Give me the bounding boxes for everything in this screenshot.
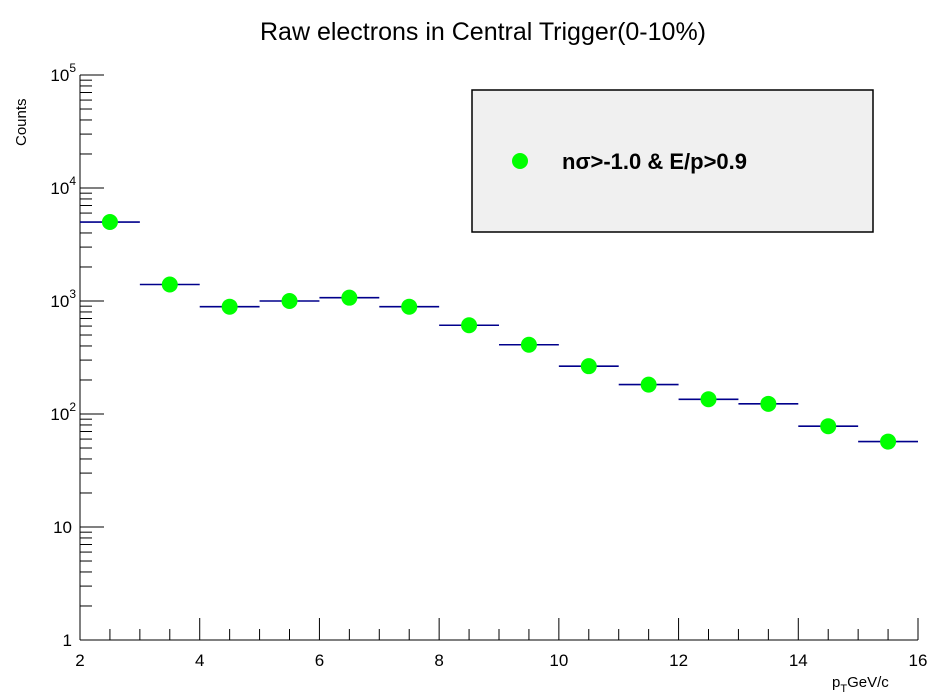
data-point <box>760 395 777 412</box>
data-point <box>401 298 418 315</box>
x-tick-label: 2 <box>75 651 84 670</box>
chart-title: Raw electrons in Central Trigger(0-10%) <box>260 18 706 46</box>
data-point <box>520 336 537 353</box>
x-tick-label: 10 <box>549 651 568 670</box>
x-tick-label: 16 <box>909 651 928 670</box>
data-point <box>161 276 178 293</box>
x-tick-label: 8 <box>434 651 443 670</box>
legend-box <box>471 89 874 233</box>
data-point <box>281 293 298 309</box>
data-point <box>640 376 657 393</box>
legend: nσ>-1.0 & E/p>0.9 <box>471 89 874 233</box>
y-tick-label: 102 <box>50 400 76 424</box>
y-tick-label: 103 <box>50 287 76 311</box>
legend-label: nσ>-1.0 & E/p>0.9 <box>562 149 747 174</box>
x-tick-label: 4 <box>195 651 204 670</box>
y-tick-label: 104 <box>50 174 76 198</box>
y-tick-label: 105 <box>50 61 76 85</box>
data-point <box>461 317 478 334</box>
data-point <box>101 214 118 231</box>
y-major-ticks: 1 10 102 103 104 105 <box>50 61 104 650</box>
y-minor-ticks <box>80 79 92 607</box>
y-tick-label: 1 <box>63 631 72 650</box>
y-tick-label: 10 <box>53 518 72 537</box>
data-point <box>580 358 597 375</box>
x-tick-label: 14 <box>789 651 808 670</box>
data-point <box>341 289 358 306</box>
y-axis-label: Counts <box>13 98 30 146</box>
data-point <box>221 298 238 315</box>
data-point <box>700 391 717 408</box>
legend-marker <box>512 153 528 169</box>
data-point <box>820 418 837 435</box>
x-tick-label: 12 <box>669 651 688 670</box>
x-axis-label: pTGeV/c <box>832 674 889 695</box>
x-ticks: 2 4 6 8 10 12 14 16 <box>75 618 927 670</box>
data-point <box>880 433 897 450</box>
x-tick-label: 6 <box>315 651 324 670</box>
data-series <box>80 214 918 450</box>
